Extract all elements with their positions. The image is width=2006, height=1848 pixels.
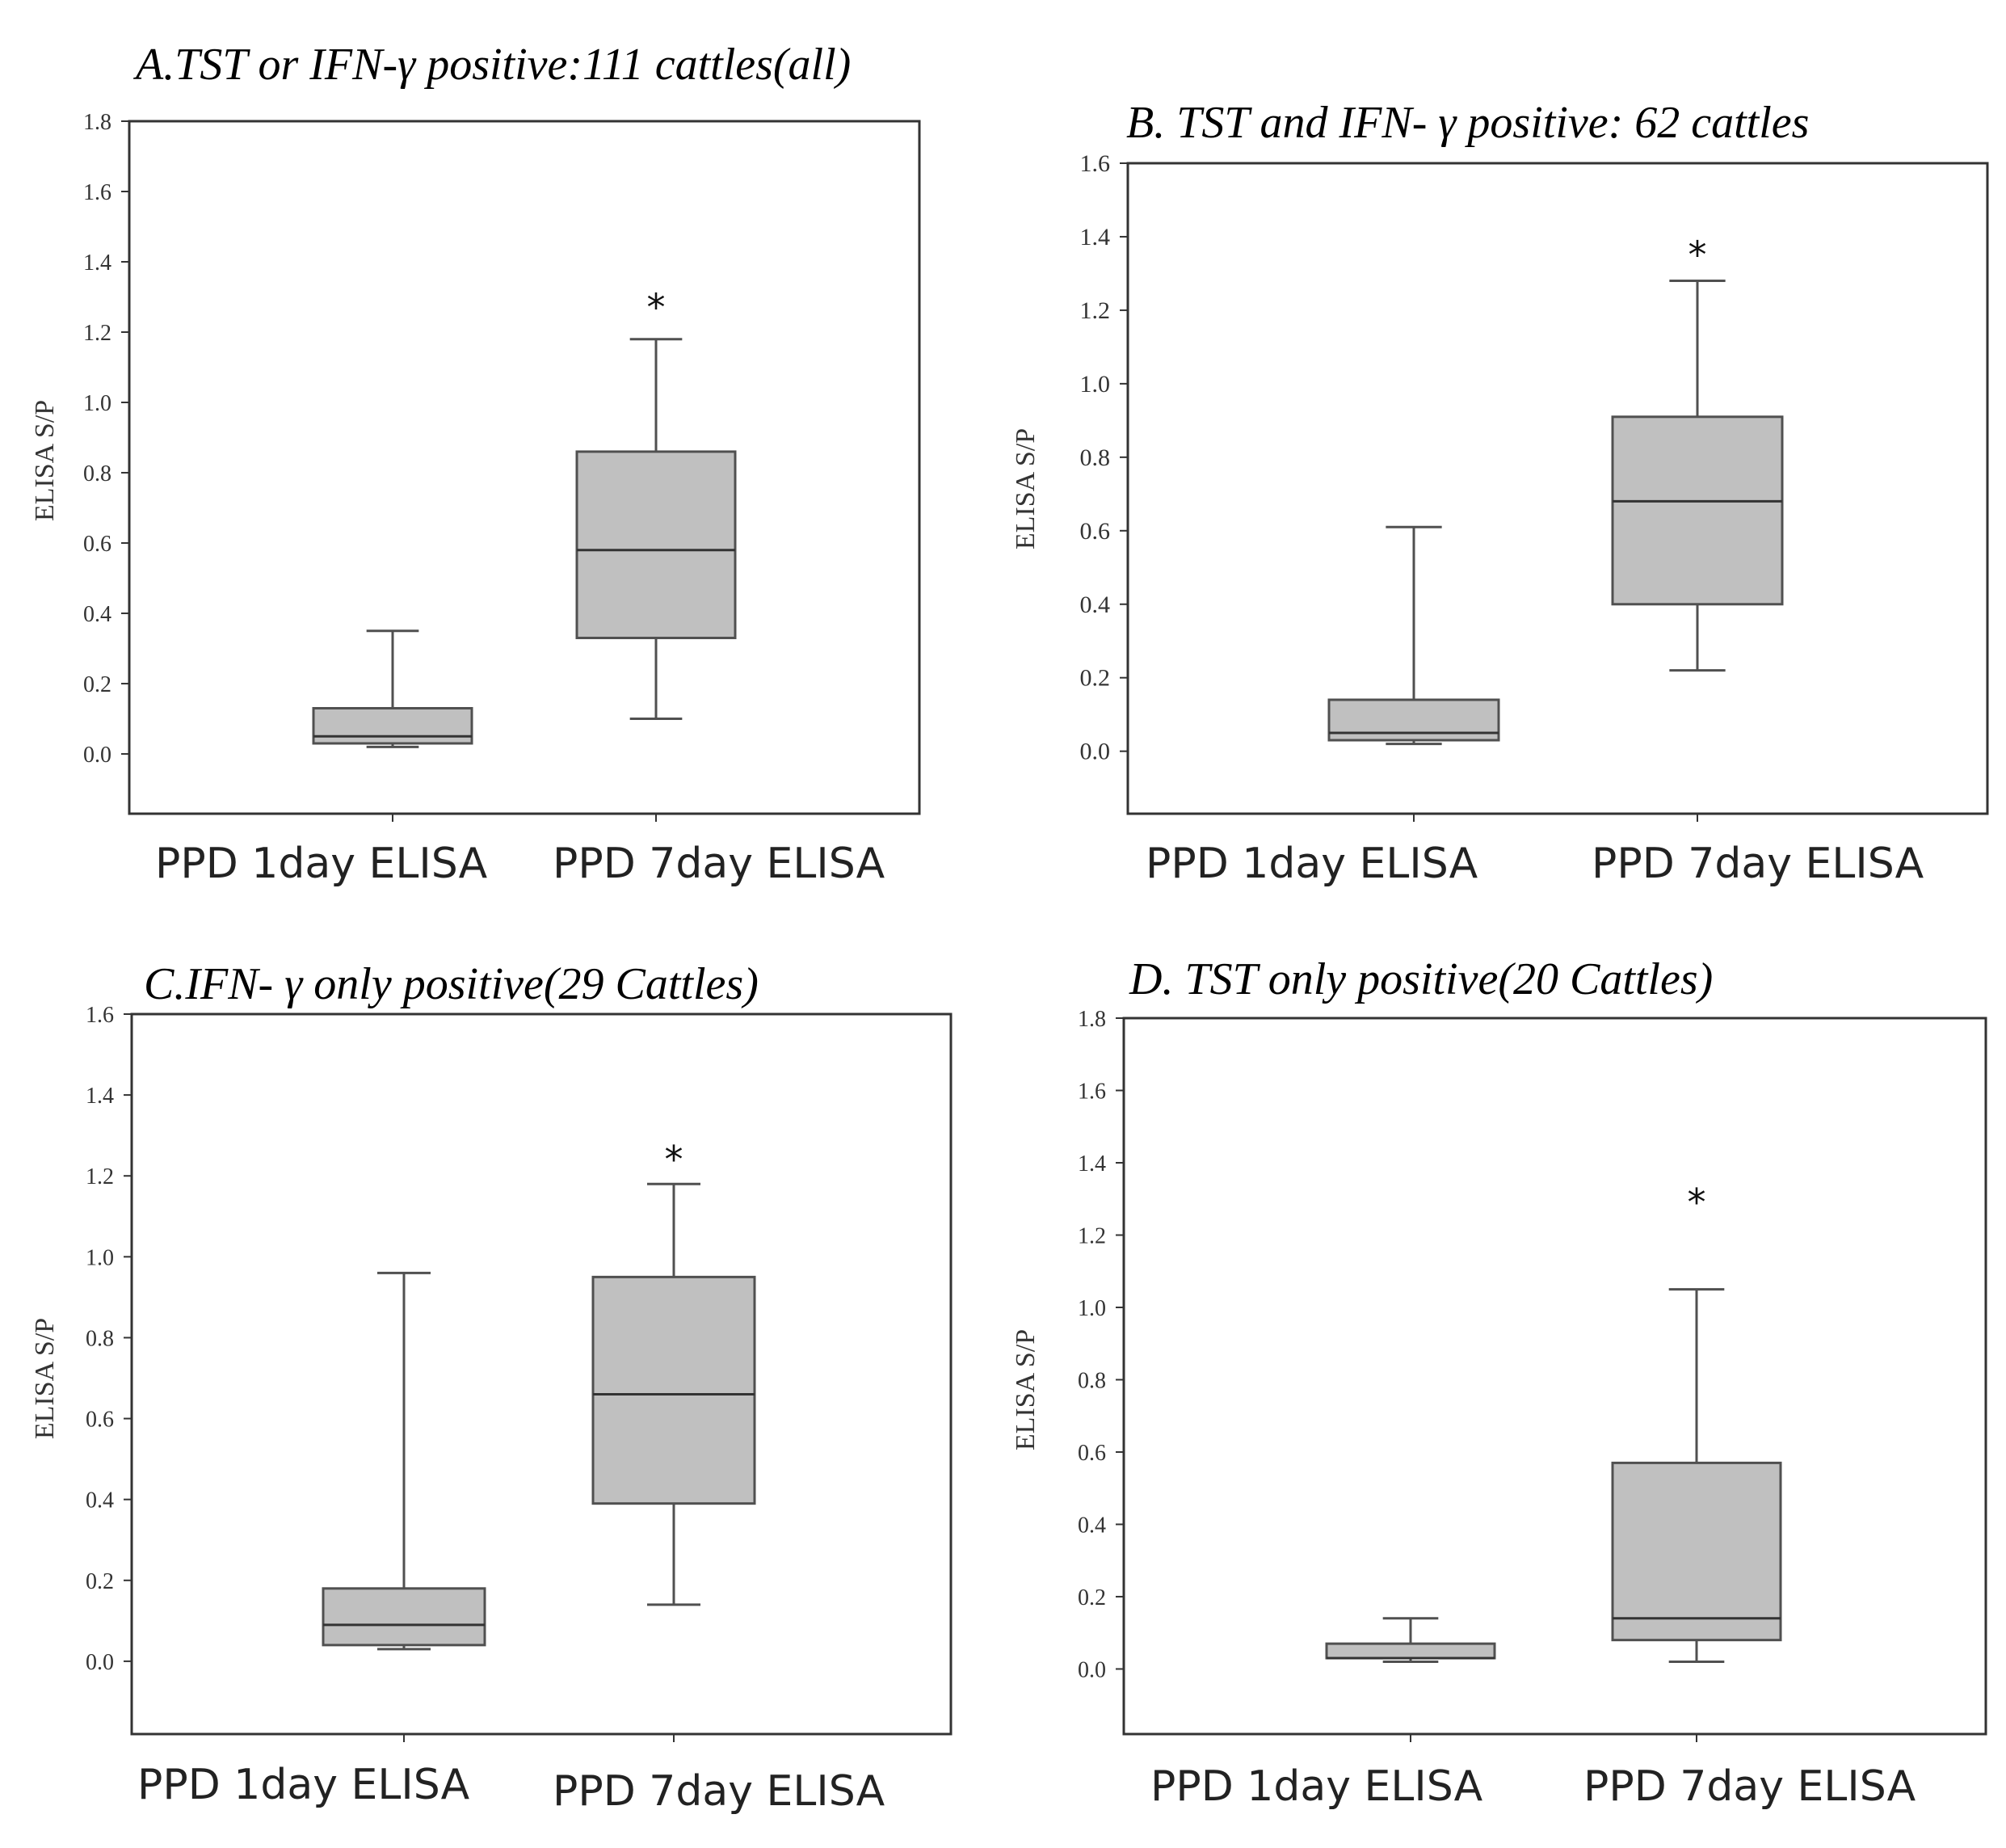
- panel-c-plot: 0.0 0.2 0.4 0.6 0.8 1.0 1.2 1.4 1.6 *: [86, 1003, 953, 1742]
- panel-c-box-1day-body: [322, 1587, 486, 1647]
- panel-d-significance-star: *: [1688, 1181, 1706, 1224]
- panel-a-ytick-label: 1.6: [83, 180, 111, 205]
- panel-c-ytick-label: 0.2: [86, 1569, 114, 1594]
- panel-d-box-1day-body: [1325, 1642, 1496, 1660]
- panel-c-category-1day: PPD 1day ELISA: [137, 1761, 470, 1809]
- panel-d-ytick-label: 0.0: [1078, 1657, 1106, 1682]
- panel-c-box-7day-body: [591, 1275, 756, 1505]
- panel-a-ytick-label: 0.2: [83, 672, 111, 697]
- panel-b-box-7day-body: [1611, 415, 1784, 606]
- panel-d-ytick-label: 0.6: [1078, 1441, 1106, 1466]
- panel-c-ytick-label: 1.2: [86, 1164, 114, 1189]
- panel-a-ytick-label: 1.0: [83, 391, 111, 416]
- panel-d-box-7day-body: [1611, 1461, 1782, 1642]
- panel-b-ytick-label: 1.4: [1080, 224, 1111, 250]
- panel-d-category-1day: PPD 1day ELISA: [1150, 1762, 1483, 1811]
- panel-d-ylabel: ELISA S/P: [1011, 1329, 1041, 1450]
- panel-c-ytick-label: 1.4: [86, 1084, 114, 1109]
- panel-a-ytick-label: 1.2: [83, 321, 111, 346]
- panel-c-ytick-label: 0.6: [86, 1408, 114, 1433]
- panel-d: D. TST only positive(20 Cattles) ELISA S…: [1011, 954, 1987, 1811]
- panel-a-ylabel: ELISA S/P: [30, 400, 60, 521]
- panel-a-category-7day: PPD 7day ELISA: [553, 840, 885, 888]
- panel-b-box-1day-body: [1327, 698, 1500, 742]
- panel-b-axes-frame: [1126, 162, 1989, 815]
- panel-d-ytick-label: 1.6: [1078, 1079, 1106, 1104]
- panel-d-ytick-label: 1.0: [1078, 1296, 1106, 1321]
- panel-b-ytick-label: 1.0: [1080, 371, 1111, 398]
- panel-d-axes-frame: [1122, 1017, 1987, 1736]
- panel-c-ytick-label: 1.0: [86, 1245, 114, 1270]
- panel-a-category-1day: PPD 1day ELISA: [155, 840, 488, 888]
- panel-b-ytick-label: 1.6: [1080, 150, 1111, 177]
- panel-d-category-7day: PPD 7day ELISA: [1583, 1762, 1916, 1811]
- panel-b-ytick-label: 0.4: [1080, 591, 1111, 618]
- panel-a-ytick-label: 1.8: [83, 110, 111, 135]
- panel-c-significance-star: *: [665, 1138, 683, 1181]
- panel-b-category-1day: PPD 1day ELISA: [1146, 840, 1478, 888]
- panel-d-plot: 0.0 0.2 0.4 0.6 0.8 1.0 1.2 1.4 1.6 1.8 *: [1078, 1007, 1987, 1742]
- panel-a: A.TST or IFN-γ positive:111 cattles(all)…: [30, 40, 921, 888]
- panel-a-ytick-label: 0.6: [83, 532, 111, 557]
- panel-b: B. TST and IFN- γ positive: 62 cattles E…: [1011, 98, 1989, 888]
- panel-d-ytick-label: 1.8: [1078, 1007, 1106, 1032]
- panel-c-ylabel: ELISA S/P: [30, 1318, 60, 1439]
- panel-a-significance-star: *: [647, 286, 666, 330]
- panel-a-box-7day-body: [575, 450, 737, 639]
- panel-c-ytick-label: 0.8: [86, 1326, 114, 1351]
- panel-a-title: A.TST or IFN-γ positive:111 cattles(all): [132, 40, 851, 90]
- panel-d-ytick-label: 0.4: [1078, 1513, 1106, 1538]
- panel-c-category-7day: PPD 7day ELISA: [553, 1767, 885, 1816]
- panel-d-ytick-label: 1.2: [1078, 1223, 1106, 1248]
- panel-b-title: B. TST and IFN- γ positive: 62 cattles: [1126, 98, 1809, 148]
- panel-d-ytick-label: 1.4: [1078, 1151, 1106, 1177]
- panel-b-ytick-label: 0.2: [1080, 665, 1111, 692]
- panel-a-ytick-label: 1.4: [83, 250, 111, 276]
- panel-a-box-1day-body: [312, 706, 473, 745]
- panel-b-significance-star: *: [1688, 234, 1707, 277]
- panel-b-ytick-label: 0.6: [1080, 518, 1111, 545]
- panel-b-ytick-label: 0.0: [1080, 739, 1111, 765]
- panel-c: C.IFN- γ only positive(29 Cattles) ELISA…: [30, 959, 953, 1816]
- panel-c-title: C.IFN- γ only positive(29 Cattles): [144, 959, 759, 1009]
- panel-c-ytick-label: 0.4: [86, 1488, 114, 1513]
- panel-b-ytick-label: 0.8: [1080, 444, 1111, 471]
- panel-a-ytick-label: 0.0: [83, 743, 111, 768]
- panel-a-ytick-label: 0.4: [83, 602, 111, 627]
- panel-c-axes-frame: [130, 1012, 953, 1736]
- panel-a-axes-frame: [128, 120, 921, 815]
- panel-b-category-7day: PPD 7day ELISA: [1592, 840, 1924, 888]
- panel-b-ytick-label: 1.2: [1080, 297, 1111, 324]
- panel-a-plot: 0.0 0.2 0.4 0.6 0.8 1.0 1.2 1.4 1.6 1.8 *: [83, 110, 921, 822]
- panel-a-ytick-label: 0.8: [83, 461, 111, 486]
- panel-d-ytick-label: 0.8: [1078, 1368, 1106, 1393]
- panel-c-ytick-label: 0.0: [86, 1650, 114, 1675]
- panel-c-ytick-label: 1.6: [86, 1003, 114, 1028]
- panel-b-plot: 0.0 0.2 0.4 0.6 0.8 1.0 1.2 1.4 1.6 *: [1080, 150, 1989, 822]
- panel-d-title: D. TST only positive(20 Cattles): [1129, 954, 1713, 1004]
- panel-b-ylabel: ELISA S/P: [1011, 428, 1041, 549]
- panel-d-ytick-label: 0.2: [1078, 1585, 1106, 1610]
